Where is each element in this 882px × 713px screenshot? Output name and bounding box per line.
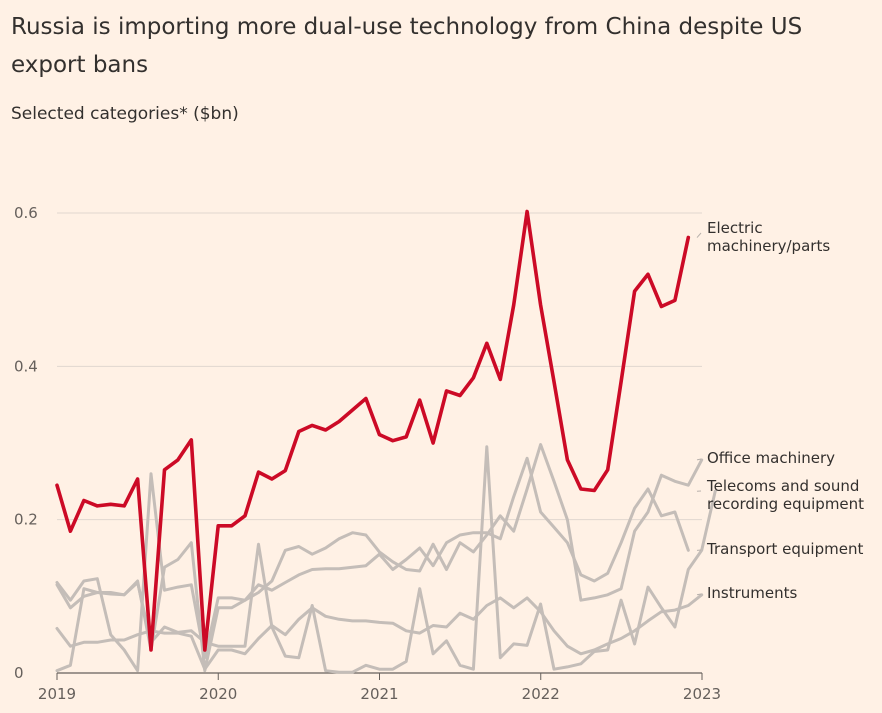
series-label-line: machinery/parts [707,237,830,255]
series-label-line: Telecoms and sound [706,477,859,495]
series-label: Instruments [707,584,798,602]
x-tick-label: 2019 [38,685,76,703]
series-line-instruments [55,593,704,671]
label-connector [696,593,702,596]
y-tick-label: 0.6 [14,204,38,222]
x-tick-label: 2020 [199,685,237,703]
x-tick-label: 2021 [360,685,398,703]
series-label-line: Instruments [707,584,798,602]
y-tick-label: 0.4 [14,357,38,375]
chart-subtitle: Selected categories* ($bn) [11,104,239,124]
series-label-line: Office machinery [707,449,835,467]
x-tick-label: 2023 [683,685,721,703]
series-label: Telecoms and sound recording equipment [706,477,864,513]
series-line-transport-equipment [55,456,690,673]
series-line-telecoms-and-sound-recording-equipment [55,445,717,674]
series-label: Electric machinery/parts [707,219,830,255]
y-tick-label: 0.2 [14,511,38,529]
series-line-electric-machinery-parts [55,209,691,652]
y-tick-label: 0 [14,664,24,682]
x-tick-label: 2022 [522,685,560,703]
label-connector [696,458,702,461]
series-label: Transport equipment [706,540,863,558]
series-label-line: Electric [707,219,763,237]
label-connector [696,232,702,238]
chart-title: Russia is importing more dual-use techno… [11,14,803,78]
series-label: Office machinery [707,449,835,467]
series-line-office-machinery [55,443,704,673]
series-label-line: Transport equipment [706,540,863,558]
series-label-line: recording equipment [707,495,864,513]
